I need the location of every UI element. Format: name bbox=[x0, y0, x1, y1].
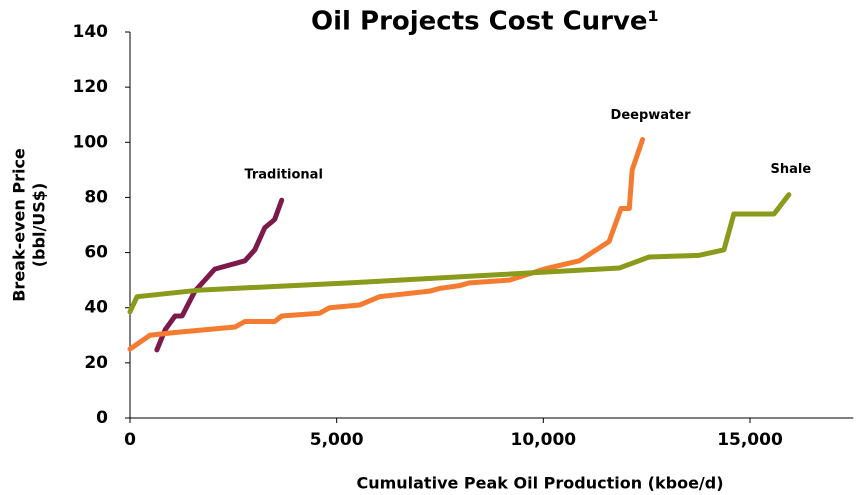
series-line bbox=[127, 137, 646, 352]
y-tick-label: 20 bbox=[84, 353, 108, 373]
chart-title: Oil Projects Cost Curve¹ bbox=[311, 7, 659, 37]
series-label: Deepwater bbox=[611, 108, 692, 123]
x-tick-label: 0 bbox=[124, 430, 136, 450]
y-tick-label: 40 bbox=[84, 298, 108, 318]
x-tick-label: 5,000 bbox=[310, 430, 364, 450]
y-tick-label: 100 bbox=[73, 132, 109, 152]
series-label: Traditional bbox=[244, 168, 322, 183]
y-tick-label: 60 bbox=[84, 243, 108, 263]
x-tick-label: 10,000 bbox=[511, 430, 577, 450]
series-line bbox=[154, 197, 285, 353]
y-tick-label: 80 bbox=[84, 187, 108, 207]
x-tick-label: 15,000 bbox=[717, 430, 783, 450]
y-axis-label: (bbl/US$) bbox=[30, 183, 49, 268]
x-axis-label: Cumulative Peak Oil Production (kboe/d) bbox=[356, 474, 723, 493]
y-tick-label: 0 bbox=[96, 408, 108, 428]
series-label: Shale bbox=[771, 162, 812, 177]
series-line bbox=[127, 192, 792, 315]
y-axis-label: Break-even Price bbox=[10, 148, 29, 302]
y-tick-label: 120 bbox=[73, 77, 109, 97]
y-tick-label: 140 bbox=[73, 22, 109, 42]
